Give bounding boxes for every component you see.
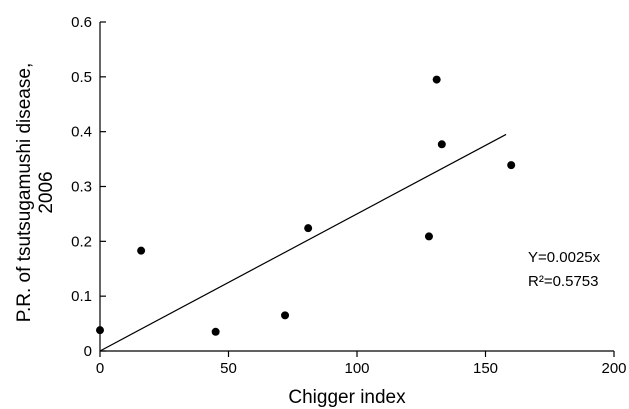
x-tick-label: 200 xyxy=(601,360,626,377)
data-point xyxy=(304,224,313,233)
x-axis-title: Chigger index xyxy=(288,387,406,408)
y-tick-label: 0.4 xyxy=(71,124,92,141)
data-point xyxy=(432,75,441,84)
regression-annotations: Y=0.0025x R²=0.5753 xyxy=(528,249,601,290)
x-tick-label: 0 xyxy=(96,360,104,377)
data-point xyxy=(437,140,446,149)
y-tick-label: 0.6 xyxy=(71,14,92,31)
data-point xyxy=(507,161,516,170)
y-tick-label: 0.3 xyxy=(71,179,92,196)
data-point xyxy=(137,246,146,255)
y-axis-title-text: P.R. of tsutsugamushi disease,2006 xyxy=(14,63,57,322)
data-point xyxy=(211,327,220,336)
y-axis-title-line: 2006 xyxy=(36,171,57,213)
x-tick-label: 100 xyxy=(344,360,369,377)
axes xyxy=(99,22,614,352)
y-tick-label: 0.5 xyxy=(71,69,92,86)
trendline-group xyxy=(99,133,507,352)
trendline xyxy=(99,133,507,352)
y-tick-label: 0.2 xyxy=(71,233,92,250)
data-points xyxy=(96,75,516,336)
x-tick-label: 150 xyxy=(473,360,498,377)
x-ticks: 0 50 100 150 200 xyxy=(96,351,627,377)
y-axis-title: P.R. of tsutsugamushi disease,2006 xyxy=(14,63,57,322)
regression-annotation: Y=0.0025x xyxy=(528,249,601,266)
y-tick-label: 0 xyxy=(84,343,92,360)
y-ticks: 0 0.1 0.2 0.3 0.4 0.5 0.6 xyxy=(71,14,106,360)
data-point xyxy=(281,311,290,320)
x-tick-label: 50 xyxy=(220,360,237,377)
data-point xyxy=(96,326,104,335)
y-tick-label: 0.1 xyxy=(71,288,92,305)
data-point xyxy=(424,232,433,241)
regression-annotation: R²=0.5753 xyxy=(528,273,598,290)
y-axis-title-line: P.R. of tsutsugamushi disease, xyxy=(14,63,35,322)
